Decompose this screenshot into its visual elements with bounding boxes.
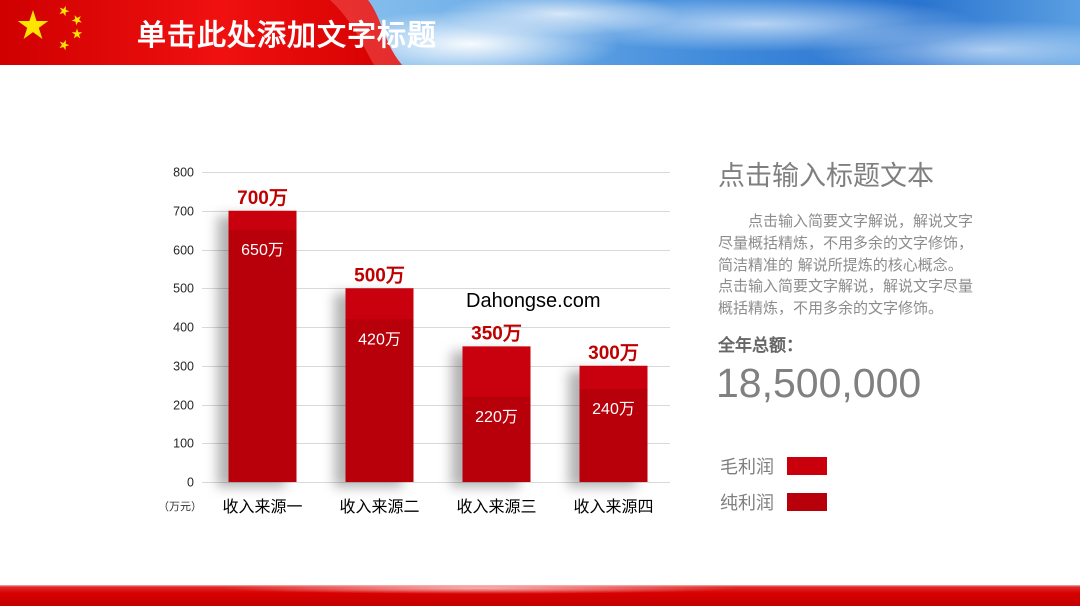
footer-band (0, 585, 1080, 606)
category-label: 收入来源三 (456, 497, 536, 516)
annual-total-label: 全年总额： (718, 336, 803, 356)
y-tick-label: 0 (187, 476, 194, 490)
y-tick-label: 500 (173, 282, 194, 296)
watermark: Dahongse.com (466, 290, 601, 312)
bar-series-2 (462, 396, 531, 482)
legend-item: 纯利润 (720, 490, 827, 514)
y-tick-label: 300 (173, 360, 194, 374)
description-line: 点击输入简要文字解说，解说文字尽量 (718, 277, 974, 296)
category-label: 收入来源一 (222, 497, 302, 516)
data-label-series-2: 220万 (475, 409, 518, 426)
series-1-data-labels: 700万 500万 350万 300万 (237, 188, 639, 364)
bar-series-2 (228, 230, 297, 482)
bar-series-2 (579, 389, 648, 482)
description-line: 点击输入简要文字解说，解说文字 (748, 212, 974, 230)
legend-swatch (787, 457, 827, 475)
panel-description: 点击输入简要文字解说，解说文字 尽量概括精炼，不用多余的文字修饰， 简洁精准的 … (718, 211, 993, 320)
header-banner: 单击此处添加文字标题 (0, 0, 1080, 65)
legend-item: 毛利润 (720, 454, 827, 478)
y-tick-label: 800 (173, 166, 194, 180)
legend-label: 纯利润 (720, 493, 774, 514)
series-2-bars (228, 230, 648, 482)
data-label-series-1: 500万 (354, 265, 405, 286)
red-flag-highlight (330, 0, 402, 65)
category-label: 收入来源二 (339, 497, 419, 516)
bar-chart: 0 100 200 300 400 500 600 700 800 （万元） 700万 500万 350… (158, 166, 670, 516)
slide-title: 单击此处添加文字标题 (137, 18, 438, 52)
series-2-data-labels: 650万 420万 220万 240万 (241, 242, 635, 426)
data-label-series-1: 350万 (471, 323, 522, 344)
legend-swatch (787, 493, 827, 511)
annual-total-value: 18,500,000 (716, 360, 922, 406)
data-label-series-1: 700万 (237, 188, 288, 209)
description-line: 概括精炼，不用多余的文字修饰。 (718, 299, 944, 318)
flag-decoration (0, 0, 402, 65)
x-axis-category-labels: 收入来源一 收入来源二 收入来源三 收入来源四 (222, 497, 653, 516)
y-tick-label: 100 (173, 437, 194, 451)
data-label-series-2: 420万 (358, 331, 401, 348)
category-label: 收入来源四 (573, 497, 653, 516)
red-flag-area (0, 0, 402, 65)
y-axis-unit-label: （万元） (158, 500, 202, 513)
description-line: 尽量概括精炼，不用多余的文字修饰， (718, 233, 974, 252)
y-tick-label: 400 (173, 321, 194, 335)
description-line: 简洁精准的 解说所提炼的核心概念。 (718, 255, 963, 274)
y-axis-tick-labels: 0 100 200 300 400 500 600 700 800 (173, 166, 194, 490)
data-label-series-2: 240万 (592, 401, 635, 418)
y-tick-label: 700 (173, 205, 194, 219)
data-label-series-1: 300万 (588, 343, 639, 364)
y-tick-label: 200 (173, 399, 194, 413)
panel-title: 点击输入标题文本 (718, 161, 934, 192)
bar-series-2 (345, 319, 414, 482)
y-tick-label: 600 (173, 244, 194, 258)
legend-label: 毛利润 (720, 457, 774, 478)
data-label-series-2: 650万 (241, 242, 284, 259)
